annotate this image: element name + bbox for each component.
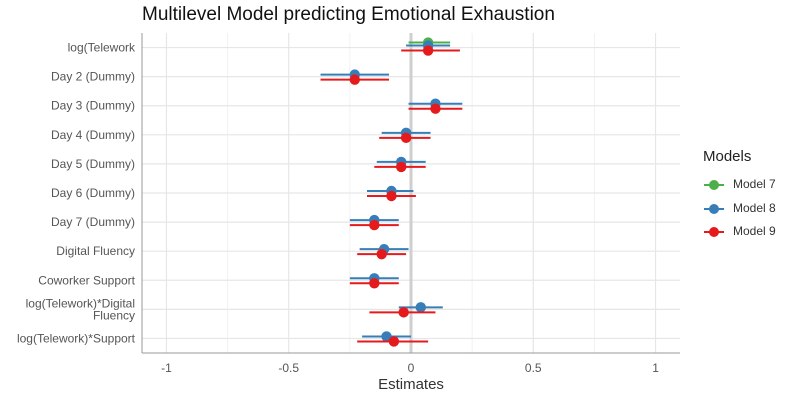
legend-title: Models	[703, 148, 752, 165]
x-tick-label: 0.5	[525, 361, 542, 375]
legend-label: Model 7	[733, 177, 776, 191]
legend-key-model-7	[703, 178, 725, 192]
y-tick-label: log(Telework	[68, 41, 136, 55]
y-tick-label: Day 6 (Dummy)	[51, 186, 135, 200]
y-tick-label: log(Telework)*Support	[17, 331, 136, 345]
point-model-9	[349, 74, 360, 85]
point-model-9	[430, 103, 441, 114]
y-tick-label: log(Telework)*Digital Fluency	[26, 296, 135, 322]
point-model-8	[415, 302, 426, 313]
legend: Models Model 7 Model 8 Model 9	[703, 148, 776, 244]
y-tick-label: Day 3 (Dummy)	[51, 99, 135, 113]
point-model-9	[422, 45, 434, 56]
x-tick-label: -1	[161, 361, 172, 375]
x-axis-label: Estimates	[378, 376, 444, 393]
x-tick-label: -0.5	[278, 361, 299, 375]
legend-key-model-9	[703, 225, 725, 239]
x-tick-label: 1	[652, 361, 659, 375]
legend-label: Model 9	[733, 224, 776, 238]
legend-items: Model 7 Model 8 Model 9	[703, 173, 776, 244]
y-tick-label: Coworker Support	[38, 273, 135, 287]
legend-label: Model 8	[733, 200, 776, 215]
legend-item-model-9: Model 9	[703, 220, 776, 244]
point-model-9	[388, 336, 400, 347]
legend-key-model-8	[703, 202, 725, 216]
series-model-9	[320, 45, 463, 347]
legend-item-model-8: Model 8	[703, 197, 776, 221]
y-tick-label: Day 7 (Dummy)	[51, 215, 135, 229]
legend-item-model-7: Model 7	[703, 173, 776, 197]
point-model-9	[386, 190, 397, 202]
chart-title: Multilevel Model predicting Emotional Ex…	[142, 4, 555, 25]
y-tick-label: Day 4 (Dummy)	[51, 128, 135, 142]
point-model-8	[381, 331, 392, 342]
x-tick-label: 0	[408, 361, 415, 375]
y-tick-label: Day 2 (Dummy)	[51, 70, 135, 84]
point-model-9	[369, 219, 380, 231]
y-tick-label: Digital Fluency	[56, 244, 135, 258]
point-model-9	[398, 307, 409, 318]
point-model-9	[396, 161, 407, 173]
point-model-9	[376, 248, 387, 260]
y-tick-label: Day 5 (Dummy)	[51, 157, 135, 171]
point-model-9	[369, 278, 380, 289]
point-model-9	[400, 132, 412, 144]
